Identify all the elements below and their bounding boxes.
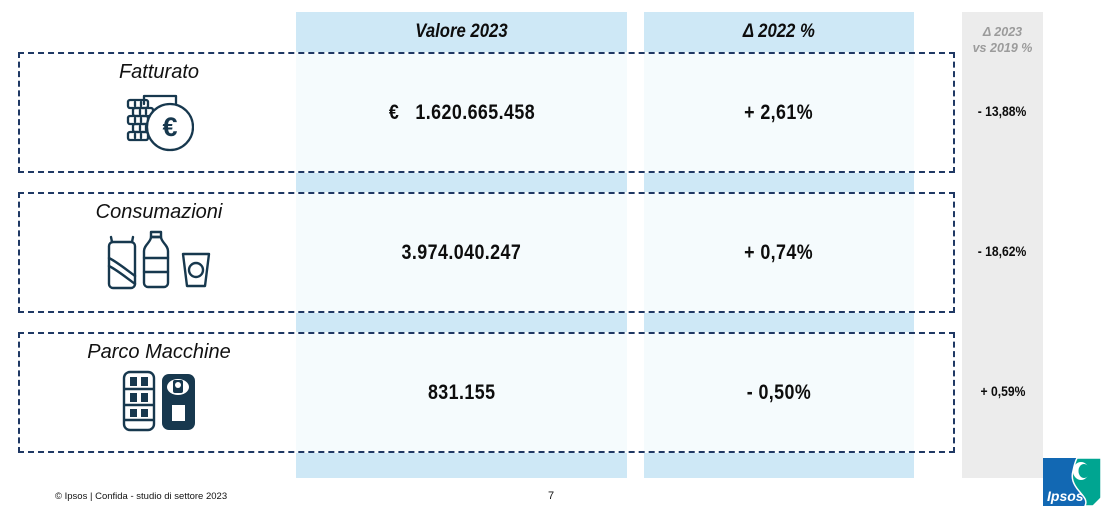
- delta-2019-fatturato: - 13,88%: [978, 104, 1027, 119]
- can-bottle-cup-icon: [107, 230, 211, 290]
- delta-2022-consumazioni: + 0,74%: [744, 240, 814, 264]
- cell-consumazioni-valore: 3.974.040.247: [296, 194, 627, 311]
- cell-consumazioni-delta-2023-vs-2019: - 18,62%: [962, 244, 1043, 259]
- value-fatturato: € 1.620.665.458: [388, 100, 535, 124]
- cell-fatturato-delta-2022: + 2,61%: [644, 54, 914, 171]
- ipsos-logo-text: Ipsos: [1047, 488, 1084, 504]
- cell-fatturato-delta-2023-vs-2019: - 13,88%: [962, 104, 1043, 119]
- column-header-delta-2023-line2: vs 2019 %: [972, 41, 1033, 55]
- svg-text:€: €: [162, 112, 177, 142]
- column-header-delta-2023-line1: Δ 2023: [982, 25, 1023, 39]
- delta-2022-parco-macchine: - 0,50%: [746, 380, 812, 404]
- cell-parco-macchine-delta-2023-vs-2019: + 0,59%: [962, 384, 1043, 399]
- column-header-valore-2023-label: Valore 2023: [415, 21, 508, 42]
- coins-euro-icon: €: [126, 94, 194, 152]
- cell-fatturato-valore: € 1.620.665.458: [296, 54, 627, 171]
- value-parco-macchine: 831.155: [427, 380, 496, 404]
- row-consumazioni: Consumazioni 3.974.040.247 + 0,74%: [18, 192, 955, 313]
- row-fatturato-header: Fatturato €: [20, 54, 298, 171]
- row-consumazioni-header: Consumazioni: [20, 194, 298, 311]
- delta-2019-parco-macchine: + 0,59%: [980, 384, 1025, 399]
- row-label-fatturato: Fatturato: [118, 61, 200, 83]
- delta-2022-fatturato: + 2,61%: [744, 100, 814, 124]
- row-fatturato: Fatturato € € 1.620.665.458 + 2,61%: [18, 52, 955, 173]
- column-header-valore-2023: Valore 2023: [296, 12, 627, 52]
- column-band-delta-2023-vs-2019: Δ 2023 vs 2019 %: [962, 12, 1043, 478]
- value-consumazioni: 3.974.040.247: [401, 240, 522, 264]
- ipsos-logo: Ipsos: [1043, 458, 1101, 506]
- page-number: 7: [547, 490, 555, 502]
- cell-parco-macchine-delta-2022: - 0,50%: [644, 334, 914, 451]
- row-parco-macchine: Parco Macchine: [18, 332, 955, 453]
- row-label-parco-macchine: Parco Macchine: [87, 341, 231, 363]
- cell-consumazioni-delta-2022: + 0,74%: [644, 194, 914, 311]
- column-header-delta-2022-label: Δ 2022 %: [743, 21, 815, 42]
- delta-2019-consumazioni: - 18,62%: [978, 244, 1027, 259]
- row-label-consumazioni: Consumazioni: [95, 201, 223, 223]
- vending-machines-icon: [122, 370, 195, 432]
- column-header-delta-2023-vs-2019: Δ 2023 vs 2019 %: [962, 24, 1043, 56]
- footer-source-text: © Ipsos | Confida - studio di settore 20…: [55, 491, 228, 502]
- cell-parco-macchine-valore: 831.155: [296, 334, 627, 451]
- row-parco-macchine-header: Parco Macchine: [20, 334, 298, 451]
- column-header-delta-2022: Δ 2022 %: [644, 12, 914, 52]
